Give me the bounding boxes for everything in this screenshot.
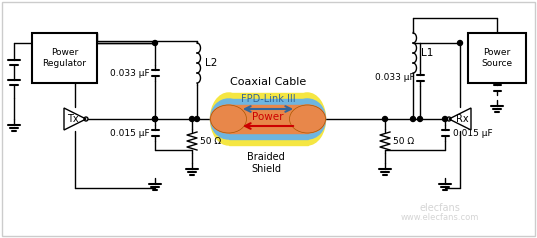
Circle shape — [458, 40, 462, 45]
Text: Coaxial Cable: Coaxial Cable — [230, 77, 306, 87]
Circle shape — [190, 116, 194, 122]
Circle shape — [410, 116, 416, 122]
Text: Power
Regulator: Power Regulator — [42, 48, 86, 68]
Ellipse shape — [289, 105, 325, 133]
Text: L1: L1 — [421, 48, 433, 58]
Text: elecfans: elecfans — [419, 203, 460, 213]
Bar — [468, 33, 526, 83]
Circle shape — [153, 40, 157, 45]
Bar — [229, 105, 308, 133]
Text: L2: L2 — [205, 58, 217, 68]
Ellipse shape — [211, 93, 246, 145]
Text: FPD-Link III: FPD-Link III — [241, 94, 295, 104]
Ellipse shape — [211, 99, 246, 139]
Ellipse shape — [211, 105, 246, 133]
Bar — [229, 99, 308, 139]
Text: www.elecfans.com: www.elecfans.com — [401, 213, 479, 223]
Circle shape — [495, 79, 499, 84]
Circle shape — [153, 116, 157, 122]
Bar — [229, 93, 308, 145]
Text: 50 Ω: 50 Ω — [200, 137, 221, 145]
Text: Power: Power — [252, 112, 284, 122]
Circle shape — [153, 116, 157, 122]
Text: 0.015 μF: 0.015 μF — [111, 129, 150, 138]
Circle shape — [194, 116, 200, 122]
Ellipse shape — [289, 93, 325, 145]
Bar — [32, 33, 97, 83]
Ellipse shape — [289, 99, 325, 139]
Text: Power
Source: Power Source — [482, 48, 512, 68]
Circle shape — [442, 116, 447, 122]
Text: Tx: Tx — [67, 114, 79, 124]
Text: 0.015 μF: 0.015 μF — [453, 129, 492, 138]
Text: Rx: Rx — [456, 114, 468, 124]
Text: Braided
Shield: Braided Shield — [247, 152, 285, 174]
Circle shape — [382, 116, 388, 122]
Circle shape — [417, 116, 423, 122]
Text: 50 Ω: 50 Ω — [393, 137, 414, 145]
Text: 0.033 μF: 0.033 μF — [375, 74, 415, 83]
Text: 0.033 μF: 0.033 μF — [111, 69, 150, 78]
